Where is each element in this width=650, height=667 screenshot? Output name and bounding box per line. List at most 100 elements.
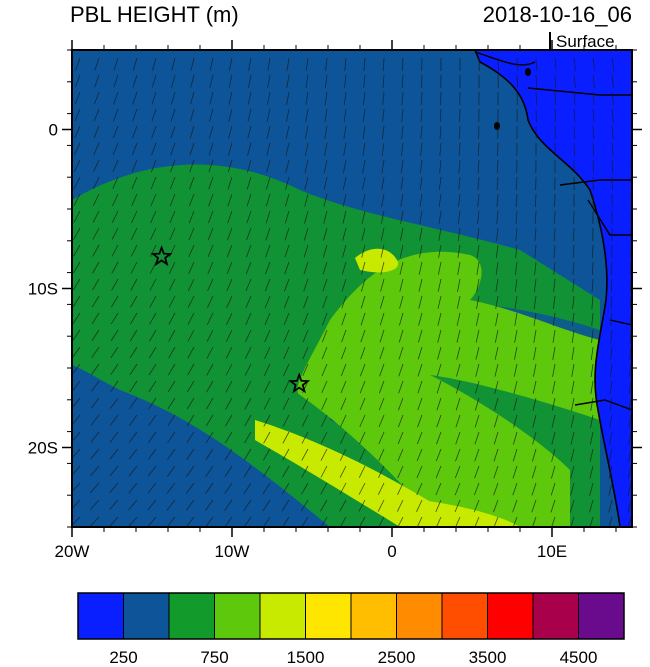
wind-vector (90, 414, 100, 426)
wind-vector (398, 329, 404, 343)
x-tick-label: 10W (215, 542, 250, 561)
wind-vector (339, 448, 347, 461)
wind-vector (283, 380, 290, 393)
light-green-band (297, 251, 600, 527)
wind-vector (263, 414, 271, 427)
wind-vector (341, 261, 347, 275)
wind-vector (151, 142, 157, 156)
wind-vector (513, 414, 518, 428)
wind-vector (91, 380, 100, 392)
wind-vector (397, 448, 404, 462)
wind-vector (514, 278, 518, 292)
wind-vector (628, 380, 632, 394)
wind-vector (495, 261, 499, 275)
wind-vector (379, 329, 385, 343)
wind-vector (205, 431, 214, 444)
wind-vector (362, 159, 366, 173)
wind-vector (321, 329, 328, 343)
wind-vector (73, 227, 81, 240)
wind-vector (495, 278, 499, 292)
wind-vector (322, 295, 328, 309)
wind-vector (611, 108, 614, 122)
wind-vector (514, 295, 518, 309)
wind-vector (282, 448, 290, 461)
wind-vector (400, 210, 404, 224)
wind-vector (90, 482, 100, 494)
map-datetime: 2018-10-16_06 (483, 2, 632, 27)
wind-vector (246, 210, 252, 224)
wind-vector (531, 482, 537, 496)
wind-vector (265, 261, 271, 275)
wind-vector (321, 397, 328, 410)
wind-vector (209, 108, 214, 122)
wind-vector (477, 193, 480, 207)
wind-vector (342, 244, 347, 258)
wind-vector (185, 516, 195, 527)
wind-vector (550, 482, 556, 496)
wind-vector (609, 363, 613, 377)
wind-vector (589, 482, 594, 496)
wind-vector (263, 448, 271, 461)
colorbar-swatch (259, 592, 306, 640)
wind-vector (570, 516, 575, 527)
wind-vector (516, 74, 518, 89)
wind-vector (189, 108, 195, 122)
wind-vector (340, 431, 347, 444)
wind-vector (151, 91, 157, 105)
wind-vector (246, 244, 252, 258)
wind-vector (608, 516, 613, 527)
wind-vector (129, 346, 138, 359)
wind-vector (148, 431, 157, 443)
wind-vector (570, 465, 575, 479)
wind-vector (244, 363, 252, 376)
wind-vector (359, 414, 366, 428)
wind-vector (572, 295, 575, 309)
wind-vector (149, 261, 157, 274)
wind-vector (151, 125, 157, 139)
country-borders (474, 51, 632, 411)
wind-vector (320, 465, 328, 478)
wind-vector (72, 431, 81, 443)
wind-vector (573, 91, 576, 106)
wind-vector (400, 227, 404, 241)
wind-vector (169, 227, 176, 241)
wind-vector (419, 227, 423, 241)
wind-vector (320, 448, 328, 461)
wind-vector (592, 125, 595, 140)
wind-vector (187, 346, 195, 359)
wind-vector (225, 397, 233, 410)
wind-vector (75, 57, 81, 71)
wind-vector (266, 142, 271, 156)
wind-vector (513, 380, 518, 394)
wind-vector (592, 74, 595, 88)
wind-vector (570, 448, 575, 462)
wind-vector (513, 397, 518, 411)
wind-vector (147, 448, 157, 460)
wind-vector (208, 159, 214, 173)
wind-vector (228, 57, 233, 71)
wind-vector (608, 482, 613, 496)
wind-vector (132, 57, 138, 71)
wind-vector (458, 159, 461, 174)
wind-vector (420, 159, 423, 173)
wind-vector (90, 465, 100, 477)
wind-vector (418, 312, 423, 326)
wind-vector (147, 516, 157, 527)
wind-vector (111, 278, 119, 291)
wind-vector (380, 295, 385, 309)
wind-vector (629, 363, 632, 377)
wind-vector (170, 142, 176, 156)
wind-vector (226, 295, 233, 308)
wind-vector (247, 125, 252, 139)
wind-vector (92, 227, 100, 240)
wind-vector (497, 57, 499, 72)
wind-vector (94, 57, 100, 71)
wind-vector (323, 176, 328, 190)
wind-vector (628, 431, 632, 445)
wind-vector (534, 244, 537, 258)
wind-vector (358, 482, 366, 495)
wind-vector (611, 57, 615, 71)
wind-vector (342, 227, 347, 241)
wind-vector (132, 74, 138, 88)
wind-vector (496, 210, 499, 224)
